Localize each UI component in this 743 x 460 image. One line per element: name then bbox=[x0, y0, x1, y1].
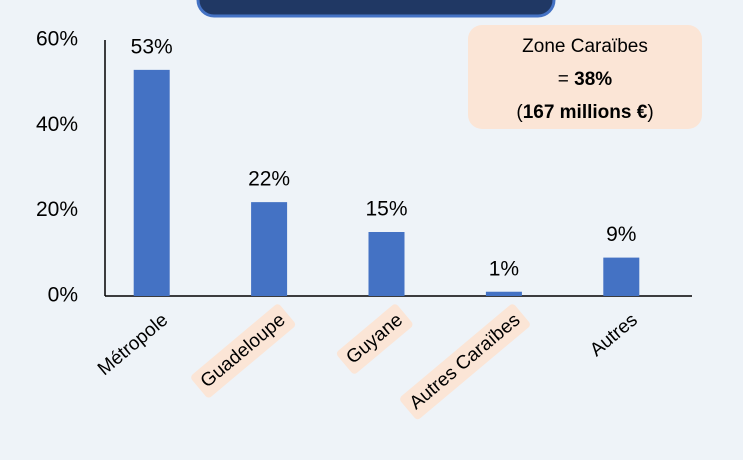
y-tick-label: 0% bbox=[48, 284, 78, 307]
x-tick-highlight bbox=[336, 304, 413, 374]
value-label: 53% bbox=[131, 35, 173, 58]
bar bbox=[251, 202, 288, 296]
y-tick-label: 20% bbox=[36, 198, 78, 221]
header-box bbox=[196, 0, 556, 18]
value-label: 22% bbox=[248, 168, 290, 191]
value-label: 15% bbox=[365, 198, 407, 221]
bar bbox=[133, 69, 170, 296]
bar bbox=[368, 232, 405, 296]
x-tick-highlight bbox=[400, 304, 530, 420]
annotation-box bbox=[468, 25, 702, 129]
annotation-text: 167 millions € bbox=[523, 102, 648, 123]
annotation-text: Zone Caraïbes bbox=[522, 36, 648, 57]
annotation-text: 38% bbox=[574, 69, 612, 90]
annotation-line: Zone Caraïbes bbox=[522, 36, 648, 57]
value-label: 9% bbox=[606, 223, 636, 246]
bar bbox=[485, 291, 522, 296]
annotation-text: ) bbox=[647, 102, 653, 123]
value-label: 1% bbox=[489, 257, 519, 280]
annotation-line: (167 millions €) bbox=[516, 102, 653, 123]
y-tick-label: 60% bbox=[36, 28, 78, 51]
annotation-text: = bbox=[558, 69, 574, 90]
bar bbox=[603, 257, 640, 296]
y-tick-label: 40% bbox=[36, 113, 78, 136]
annotation-text: ( bbox=[516, 102, 523, 123]
annotation-line: = 38% bbox=[558, 69, 613, 90]
x-tick-highlight bbox=[191, 304, 296, 398]
